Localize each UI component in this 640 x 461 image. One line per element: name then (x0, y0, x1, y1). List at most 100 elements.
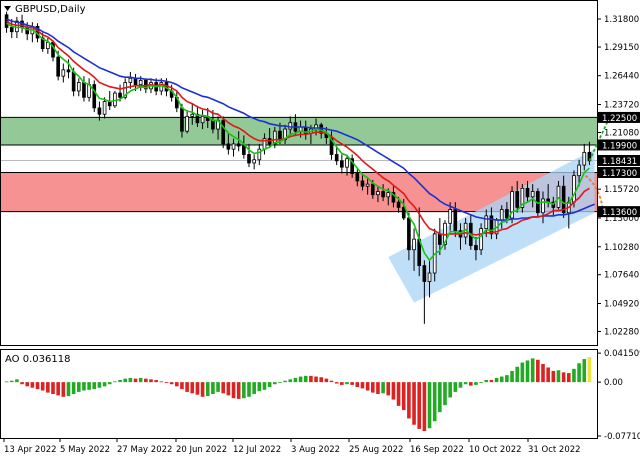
ao-bar (107, 382, 112, 385)
ma-blue-line (6, 18, 595, 221)
ao-bar (536, 359, 540, 383)
ao-bar (551, 370, 556, 383)
time-tick-label: 16 Sep 2022 (410, 445, 464, 455)
ao-bar (505, 375, 509, 383)
candle-body (422, 265, 427, 282)
candle-body (345, 158, 349, 168)
price-tick-label: 1.15720 (604, 185, 639, 195)
ao-bar (530, 358, 535, 383)
ao-bar (329, 380, 334, 383)
ao-bar (360, 382, 365, 389)
ao-bar (334, 382, 339, 384)
ao-bar (118, 380, 122, 383)
ao-bar (221, 382, 226, 394)
candle-body (474, 245, 478, 251)
time-tick-label: 25 Aug 2022 (349, 445, 403, 455)
ao-bar (164, 382, 169, 383)
candle-body (530, 191, 535, 198)
ao-bar (520, 362, 525, 383)
forecast-up-arrow-line (588, 117, 611, 162)
price-tick-label: 1.21080 (604, 128, 639, 138)
price-level-label: 1.18431 (602, 157, 637, 167)
candle-body (185, 115, 189, 132)
ao-bar (278, 382, 282, 383)
ao-bar (489, 380, 494, 383)
time-tick-label: 12 Jul 2022 (233, 445, 281, 455)
candle-body (515, 191, 520, 208)
candle-body (221, 120, 226, 145)
ao-bar (494, 377, 499, 383)
candle-body (360, 180, 365, 187)
ao-bar (231, 382, 236, 399)
ao-bar (211, 382, 215, 394)
candle-body (288, 122, 293, 130)
candle-body (242, 145, 246, 155)
candle-body (412, 238, 416, 251)
ao-bar (283, 380, 287, 383)
candle-body (334, 154, 339, 162)
ao-bar (577, 363, 581, 383)
ao-tick-label: 0.00 (604, 378, 623, 388)
ao-bar (154, 380, 158, 383)
candle-body (350, 158, 354, 174)
candle-body (365, 183, 370, 187)
dropdown-triangle-icon[interactable] (4, 6, 11, 11)
ao-bar (309, 375, 313, 383)
ao-tick-label: -0.077105 (604, 432, 640, 442)
time-tick-label: 3 Aug 2022 (291, 445, 340, 455)
ao-bar (314, 376, 318, 383)
ao-bar (257, 382, 262, 392)
ao-bar (510, 370, 514, 383)
price-level-label: 1.19900 (602, 141, 637, 151)
ao-bar (386, 382, 391, 396)
candle-body (211, 120, 215, 130)
ao-bar (515, 366, 520, 383)
candle-body (71, 71, 76, 92)
time-tick-label: 20 Jun 2022 (176, 445, 227, 455)
ao-bar (370, 382, 375, 393)
ao-layer (4, 356, 592, 432)
candle-body (226, 143, 231, 150)
candle-body (138, 79, 143, 86)
candle-body (97, 107, 102, 115)
time-tick-label: 27 May 2022 (117, 445, 172, 455)
ao-bar (195, 382, 200, 395)
ao-bar (298, 376, 303, 383)
ao-bar (556, 370, 561, 383)
ao-bar (566, 373, 571, 383)
ao-bar (401, 382, 406, 411)
ao-bar (200, 382, 205, 397)
ao-bar (453, 382, 458, 392)
ao-tick-label: 0.041509 (604, 349, 640, 359)
ao-bar (87, 382, 91, 390)
ao-bar (242, 382, 246, 399)
ao-bar (422, 382, 427, 432)
ao-bar (417, 382, 422, 429)
ao-bar (427, 382, 432, 429)
price-tick-label: 1.31800 (604, 15, 639, 25)
ao-bar (365, 382, 370, 391)
ao-bar (319, 377, 324, 383)
ao-bar (185, 382, 189, 392)
price-pane-frame (0, 0, 598, 346)
ao-bar (66, 382, 71, 397)
ao-bar (133, 378, 138, 383)
ao-bar (546, 367, 550, 383)
price-level-label: 1.17300 (602, 169, 637, 179)
price-level-tag (598, 206, 640, 218)
ao-bar (61, 382, 66, 397)
ao-bar (458, 382, 463, 388)
candle-body (438, 233, 442, 245)
candle-body (61, 69, 66, 77)
ao-pane-frame (0, 349, 598, 439)
candle-body (252, 159, 256, 164)
candle-body (190, 113, 195, 117)
axes-layer: 1.31800 1.29150 1.26440 1.23720 1.21080 1.157… (3, 15, 640, 455)
ao-bar (226, 382, 231, 396)
ao-bar (144, 378, 148, 383)
time-tick-label: 10 Oct 2022 (469, 445, 522, 455)
candle-body (272, 130, 277, 145)
ao-bar (396, 382, 401, 406)
ma-red-line (6, 20, 590, 236)
price-tick-label: 1.13000 (604, 214, 639, 224)
